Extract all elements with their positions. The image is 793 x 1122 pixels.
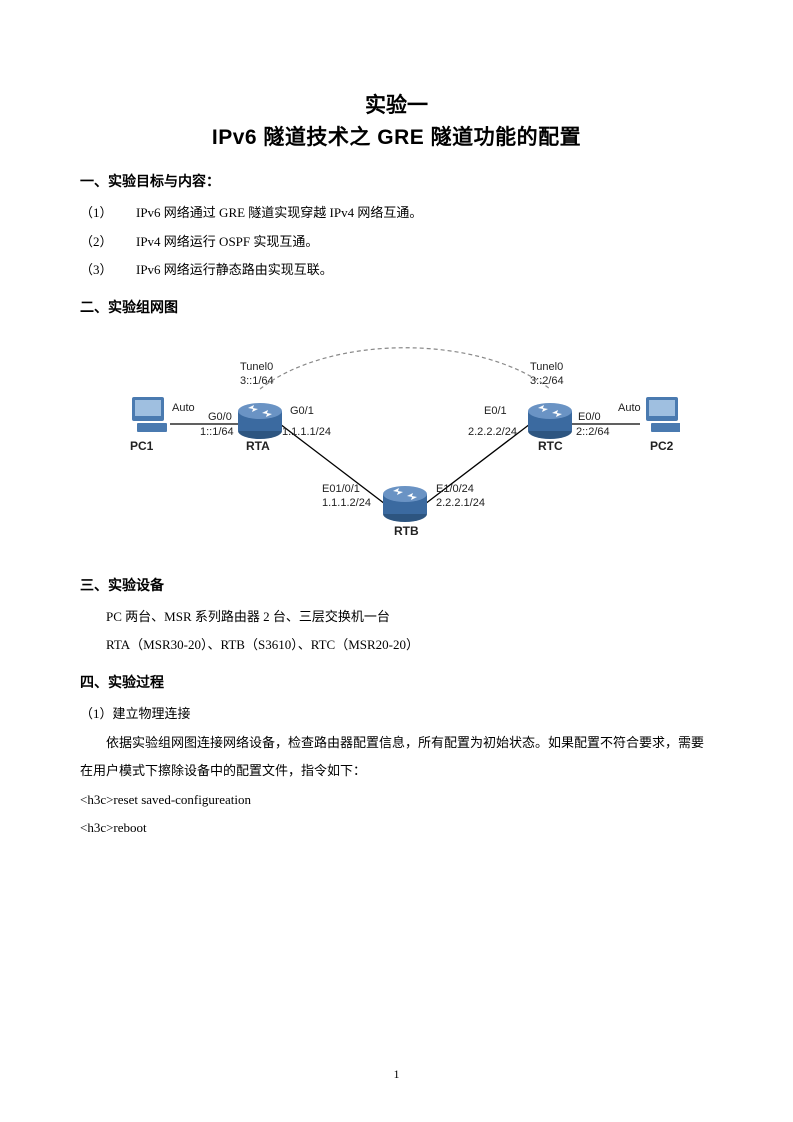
s4-cmd2: <h3c>reboot xyxy=(80,814,713,843)
label-rta-g00-if: G0/0 xyxy=(208,411,232,423)
s1-item-2-marker: （2） xyxy=(80,228,136,257)
s4-step1: （1）建立物理连接 xyxy=(80,700,713,729)
section-2-heading: 二、实验组网图 xyxy=(80,297,713,317)
label-pc2: PC2 xyxy=(650,439,673,453)
s1-item-1-text: IPv6 网络通过 GRE 隧道实现穿越 IPv4 网络互通。 xyxy=(136,205,422,220)
label-rtc-e01-ip: 2.2.2.2/24 xyxy=(468,426,517,438)
section-3-heading: 三、实验设备 xyxy=(80,575,713,595)
label-rta-g01-ip: 1.1.1.1/24 xyxy=(282,426,331,438)
label-pc2-auto: Auto xyxy=(618,402,641,414)
s1-item-1-marker: （1） xyxy=(80,199,136,228)
label-pc1-auto: Auto xyxy=(172,402,195,414)
label-rtb-left-if: E01/0/1 xyxy=(322,483,360,495)
label-rtb-right-if: E1/0/24 xyxy=(436,483,474,495)
label-rta: RTA xyxy=(246,439,270,453)
label-rta-tun-if: Tunel0 xyxy=(240,361,273,373)
s1-item-3-marker: （3） xyxy=(80,256,136,285)
section-4-heading: 四、实验过程 xyxy=(80,672,713,692)
s3-line1: PC 两台、MSR 系列路由器 2 台、三层交换机一台 xyxy=(80,603,713,632)
label-rtb-right-ip: 2.2.2.1/24 xyxy=(436,497,485,509)
s1-item-2-text: IPv4 网络运行 OSPF 实现互通。 xyxy=(136,234,318,249)
doc-title-line1: 实验一 xyxy=(80,90,713,122)
s1-item-1: （1）IPv6 网络通过 GRE 隧道实现穿越 IPv4 网络互通。 xyxy=(80,199,713,228)
label-rtc-e00-ip: 2::2/64 xyxy=(576,426,610,438)
s1-item-2: （2）IPv4 网络运行 OSPF 实现互通。 xyxy=(80,228,713,257)
page-number: 1 xyxy=(0,1067,793,1082)
label-pc1: PC1 xyxy=(130,439,153,453)
s1-item-3: （3）IPv6 网络运行静态路由实现互联。 xyxy=(80,256,713,285)
s4-para1: 依据实验组网图连接网络设备，检查路由器配置信息，所有配置为初始状态。如果配置不符… xyxy=(80,729,713,786)
label-rta-g01-if: G0/1 xyxy=(290,405,314,417)
s1-item-3-text: IPv6 网络运行静态路由实现互联。 xyxy=(136,262,333,277)
s4-cmd1: <h3c>reset saved-configureation xyxy=(80,786,713,815)
label-rtc-tun-ip: 3::2/64 xyxy=(530,375,564,387)
label-rta-g00-ip: 1::1/64 xyxy=(200,426,234,438)
label-rtc-e00-if: E0/0 xyxy=(578,411,601,423)
section-1-heading: 一、实验目标与内容： xyxy=(80,171,713,191)
label-rtc-e01-if: E0/1 xyxy=(484,405,507,417)
network-diagram: Auto PC1 Tunel0 3::1/64 G0/0 1::1/64 G0/… xyxy=(110,329,680,559)
label-rtc: RTC xyxy=(538,439,563,453)
label-rtb: RTB xyxy=(394,524,419,538)
label-rtc-tun-if: Tunel0 xyxy=(530,361,563,373)
doc-title-line2: IPv6 隧道技术之 GRE 隧道功能的配置 xyxy=(80,122,713,154)
label-rtb-left-ip: 1.1.1.2/24 xyxy=(322,497,371,509)
label-rta-tun-ip: 3::1/64 xyxy=(240,375,274,387)
s3-line2: RTA（MSR30-20）、RTB（S3610）、RTC（MSR20-20） xyxy=(80,631,713,660)
